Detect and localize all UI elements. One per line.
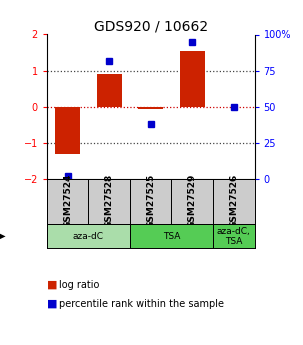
Text: TSA: TSA xyxy=(163,232,180,241)
Bar xyxy=(213,179,255,224)
Bar xyxy=(47,179,88,224)
Text: log ratio: log ratio xyxy=(59,280,99,289)
Bar xyxy=(171,179,213,224)
Bar xyxy=(213,224,255,248)
Text: ■: ■ xyxy=(47,280,58,289)
Text: GSM27526: GSM27526 xyxy=(229,174,238,228)
Bar xyxy=(97,74,122,107)
Bar xyxy=(47,224,130,248)
Bar xyxy=(55,107,80,154)
Text: GSM27524: GSM27524 xyxy=(63,174,72,228)
Text: percentile rank within the sample: percentile rank within the sample xyxy=(59,299,224,308)
Bar xyxy=(180,51,205,107)
Bar xyxy=(130,224,213,248)
Text: aza-dC,
TSA: aza-dC, TSA xyxy=(217,227,251,246)
Text: GSM27528: GSM27528 xyxy=(105,174,114,228)
Text: agent  ▶: agent ▶ xyxy=(0,231,5,241)
Text: ■: ■ xyxy=(47,299,58,308)
Bar xyxy=(130,179,171,224)
Bar xyxy=(88,179,130,224)
Bar xyxy=(138,107,163,109)
Title: GDS920 / 10662: GDS920 / 10662 xyxy=(94,19,208,33)
Text: aza-dC: aza-dC xyxy=(73,232,104,241)
Text: GSM27525: GSM27525 xyxy=(146,174,155,228)
Text: GSM27529: GSM27529 xyxy=(188,174,197,228)
